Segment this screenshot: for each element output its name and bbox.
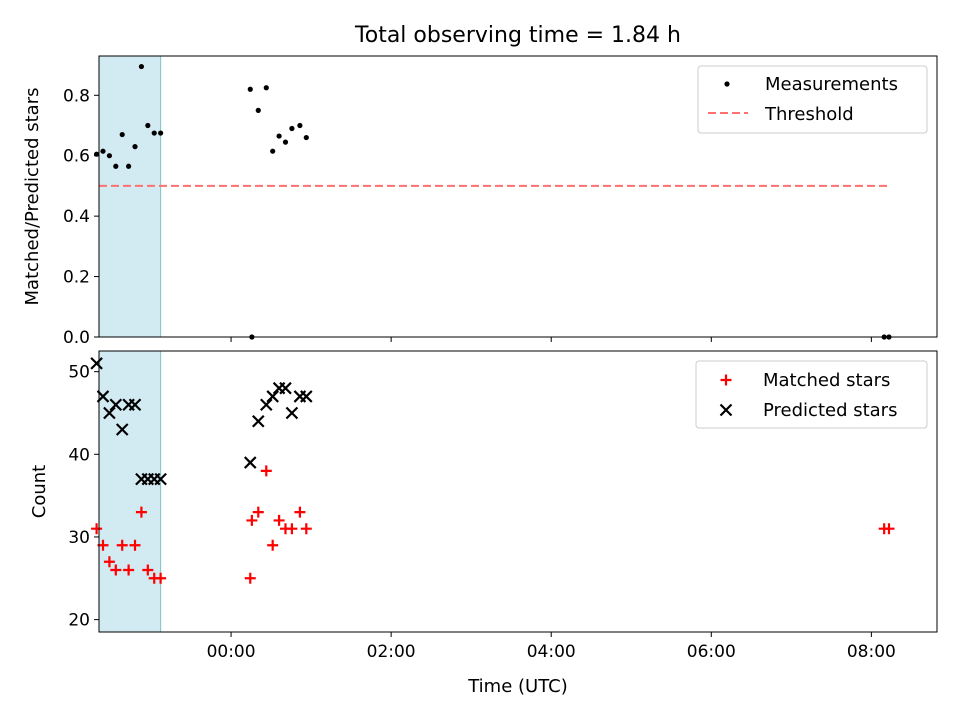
predicted-star-point — [103, 406, 116, 420]
measurement-point — [126, 163, 132, 169]
measurement-point — [119, 131, 125, 138]
ticks-top: 0.0 0.2 0.4 0.6 0.8 — [63, 86, 872, 348]
matched-star-point — [103, 556, 115, 568]
predicted-star-point — [128, 398, 142, 411]
y-tick-label: 0.0 — [63, 328, 90, 348]
legend-frame — [697, 65, 928, 134]
figure-title: Total observing time = 1.84 h — [354, 23, 681, 48]
measurement-point — [247, 86, 253, 92]
measurement-point — [106, 153, 113, 159]
y-tick-label: 0.4 — [63, 207, 90, 227]
legend-bottom: Matched stars Predicted stars — [695, 360, 928, 429]
matched-star-point — [110, 564, 122, 576]
legend-predicted-label: Predicted stars — [763, 400, 897, 421]
matched-star-point — [129, 539, 141, 551]
matched-star-point — [244, 572, 256, 584]
predicted-star-point — [266, 390, 279, 403]
panel-top: 0.00.20.40.60.8 Matched/Predicted stars … — [22, 55, 938, 348]
y-tick-label: 50 — [68, 363, 90, 383]
measurement-point — [276, 133, 282, 139]
matched-star-point — [142, 564, 154, 576]
predicted-star-point — [251, 414, 265, 428]
y-axis-label-bottom: Count — [29, 465, 50, 518]
matched-star-point — [116, 539, 128, 551]
legend-threshold-label: Threshold — [764, 104, 854, 125]
legend-measurements-label: Measurements — [765, 74, 898, 95]
x-axis-label: Time (UTC) — [467, 676, 568, 697]
measurement-point — [100, 148, 106, 154]
legend-frame — [695, 360, 928, 429]
matched-star-point — [252, 506, 264, 518]
predicted-star-point — [279, 381, 292, 395]
measurement-point — [113, 163, 119, 169]
ticks-bottom: 20 30 40 50 00:00 02:00 04:00 06:00 08:00 — [68, 363, 896, 662]
measurement-point — [151, 130, 157, 136]
measurement-point — [132, 144, 138, 150]
matched-star-point — [273, 514, 285, 526]
predicted-star-point — [260, 398, 273, 411]
matched-star-point — [155, 572, 167, 584]
x-tick-label: 06:00 — [687, 642, 736, 662]
measurement-point — [255, 107, 261, 113]
matched-star-point — [123, 564, 135, 576]
measurement-point — [289, 125, 295, 132]
matched-star-point — [883, 523, 895, 535]
marks-bottom — [90, 357, 895, 584]
predicted-star-point — [300, 390, 313, 403]
measurement-point — [297, 122, 303, 129]
marks-top — [93, 63, 892, 340]
predicted-star-point — [243, 456, 257, 469]
legend-predicted-marker — [719, 403, 733, 417]
predicted-star-point — [154, 472, 167, 486]
legend-measurements-marker — [724, 81, 730, 87]
y-tick-label: 40 — [68, 445, 90, 465]
legend-top: Measurements Threshold — [697, 65, 928, 134]
x-tick-label: 02:00 — [367, 642, 416, 662]
predicted-star-point — [109, 398, 123, 411]
predicted-star-point — [285, 406, 299, 420]
y-tick-label: 0.2 — [63, 268, 90, 288]
matched-star-point — [267, 539, 279, 551]
measurement-point — [282, 139, 289, 145]
shaded-span-top — [98, 55, 162, 338]
predicted-star-point — [115, 423, 129, 436]
measurement-point — [145, 122, 151, 129]
matched-star-point — [300, 523, 312, 535]
measurement-point — [263, 85, 269, 91]
matched-star-point — [91, 523, 103, 535]
measurement-point — [303, 134, 309, 141]
axes-frame-bottom — [98, 350, 938, 633]
matched-star-point — [294, 506, 306, 518]
y-tick-label: 20 — [68, 611, 90, 631]
y-tick-label: 30 — [68, 528, 90, 548]
matched-star-point — [246, 514, 258, 526]
matched-star-point — [135, 506, 147, 518]
axes-frame-top — [98, 55, 938, 338]
y-axis-label-top: Matched/Predicted stars — [22, 88, 43, 306]
predicted-star-point — [90, 357, 103, 370]
y-tick-label: 0.6 — [63, 147, 90, 167]
x-tick-label: 00:00 — [207, 642, 256, 662]
shaded-span-bottom — [98, 350, 162, 633]
y-tick-label: 0.8 — [63, 86, 90, 106]
matched-star-point — [286, 523, 298, 535]
x-tick-label: 08:00 — [847, 642, 896, 662]
measurement-point — [93, 151, 100, 157]
measurement-point — [138, 63, 145, 70]
x-tick-label: 04:00 — [527, 642, 576, 662]
legend-matched-label: Matched stars — [763, 370, 890, 391]
measurement-point — [158, 130, 164, 136]
measurement-point — [270, 148, 276, 154]
legend-matched-marker — [720, 374, 732, 386]
matched-star-point — [260, 465, 272, 477]
